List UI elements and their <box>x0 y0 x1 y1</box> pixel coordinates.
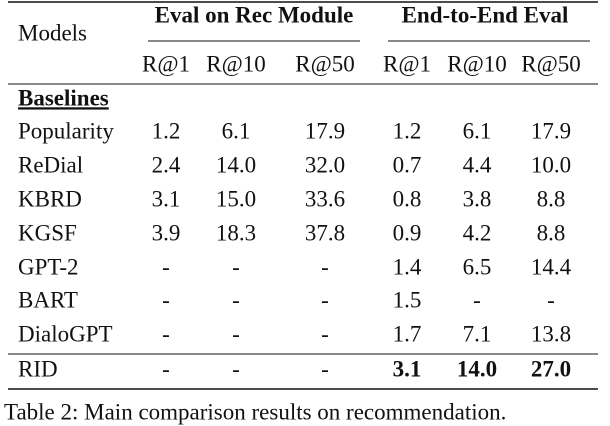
cell: 4.4 <box>463 152 492 177</box>
cell: - <box>232 287 240 312</box>
cell: 7.1 <box>463 321 492 346</box>
cell: - <box>321 321 329 346</box>
row-label: KBRD <box>18 186 82 211</box>
cell: 8.8 <box>537 186 566 211</box>
cell: 0.7 <box>393 152 422 177</box>
row-label: KGSF <box>18 220 77 245</box>
cell: - <box>321 287 329 312</box>
cell: 1.4 <box>393 254 422 279</box>
cell: 1.2 <box>152 118 181 143</box>
column-header: R@10 <box>206 51 266 76</box>
cell: 10.0 <box>531 152 571 177</box>
column-header: R@50 <box>521 51 581 76</box>
cell: 33.6 <box>305 186 345 211</box>
cell: 1.5 <box>393 287 422 312</box>
cell: 17.9 <box>305 118 345 143</box>
cell: 8.8 <box>537 220 566 245</box>
cell: - <box>321 356 329 381</box>
cell: 1.7 <box>393 321 422 346</box>
column-header: R@1 <box>142 51 190 76</box>
column-header: R@10 <box>447 51 507 76</box>
cell: - <box>162 254 170 279</box>
cell: 17.9 <box>531 118 571 143</box>
cell: 3.9 <box>152 220 181 245</box>
cell: 14.0 <box>457 356 497 381</box>
cell: - <box>232 254 240 279</box>
group-header: End-to-End Eval <box>402 2 569 27</box>
cell: 6.5 <box>463 254 492 279</box>
cell: 3.8 <box>463 186 492 211</box>
cell: - <box>321 254 329 279</box>
cell: - <box>473 287 481 312</box>
cell: 6.1 <box>222 118 251 143</box>
row-label: ReDial <box>18 152 83 177</box>
cell: 37.8 <box>305 220 345 245</box>
cell: 0.8 <box>393 186 422 211</box>
cell: 14.0 <box>216 152 256 177</box>
cell: - <box>162 321 170 346</box>
cell: - <box>547 287 555 312</box>
section-label: Baselines <box>18 85 109 110</box>
cell: - <box>232 356 240 381</box>
cell: 14.4 <box>531 254 572 279</box>
cell: 3.1 <box>152 186 181 211</box>
corner-header: Models <box>18 20 87 45</box>
cell: - <box>232 321 240 346</box>
group-header: Eval on Rec Module <box>155 2 354 27</box>
row-label: Popularity <box>18 118 114 143</box>
row-label: RID <box>18 356 58 381</box>
cell: - <box>162 287 170 312</box>
column-header: R@1 <box>383 51 431 76</box>
cell: 3.1 <box>393 356 422 381</box>
row-label: DialoGPT <box>18 321 113 346</box>
cell: 18.3 <box>216 220 256 245</box>
column-header: R@50 <box>295 51 355 76</box>
cell: 32.0 <box>305 152 345 177</box>
cell: 6.1 <box>463 118 492 143</box>
cell: 15.0 <box>216 186 256 211</box>
cell: 27.0 <box>531 356 571 381</box>
cell: 2.4 <box>152 152 181 177</box>
cell: 4.2 <box>463 220 492 245</box>
cell: - <box>162 356 170 381</box>
cell: 1.2 <box>393 118 422 143</box>
row-label: BART <box>18 287 78 312</box>
cell: 13.8 <box>531 321 571 346</box>
caption: Table 2: Main comparison results on reco… <box>4 399 506 424</box>
row-label: GPT-2 <box>18 254 79 279</box>
cell: 0.9 <box>393 220 422 245</box>
